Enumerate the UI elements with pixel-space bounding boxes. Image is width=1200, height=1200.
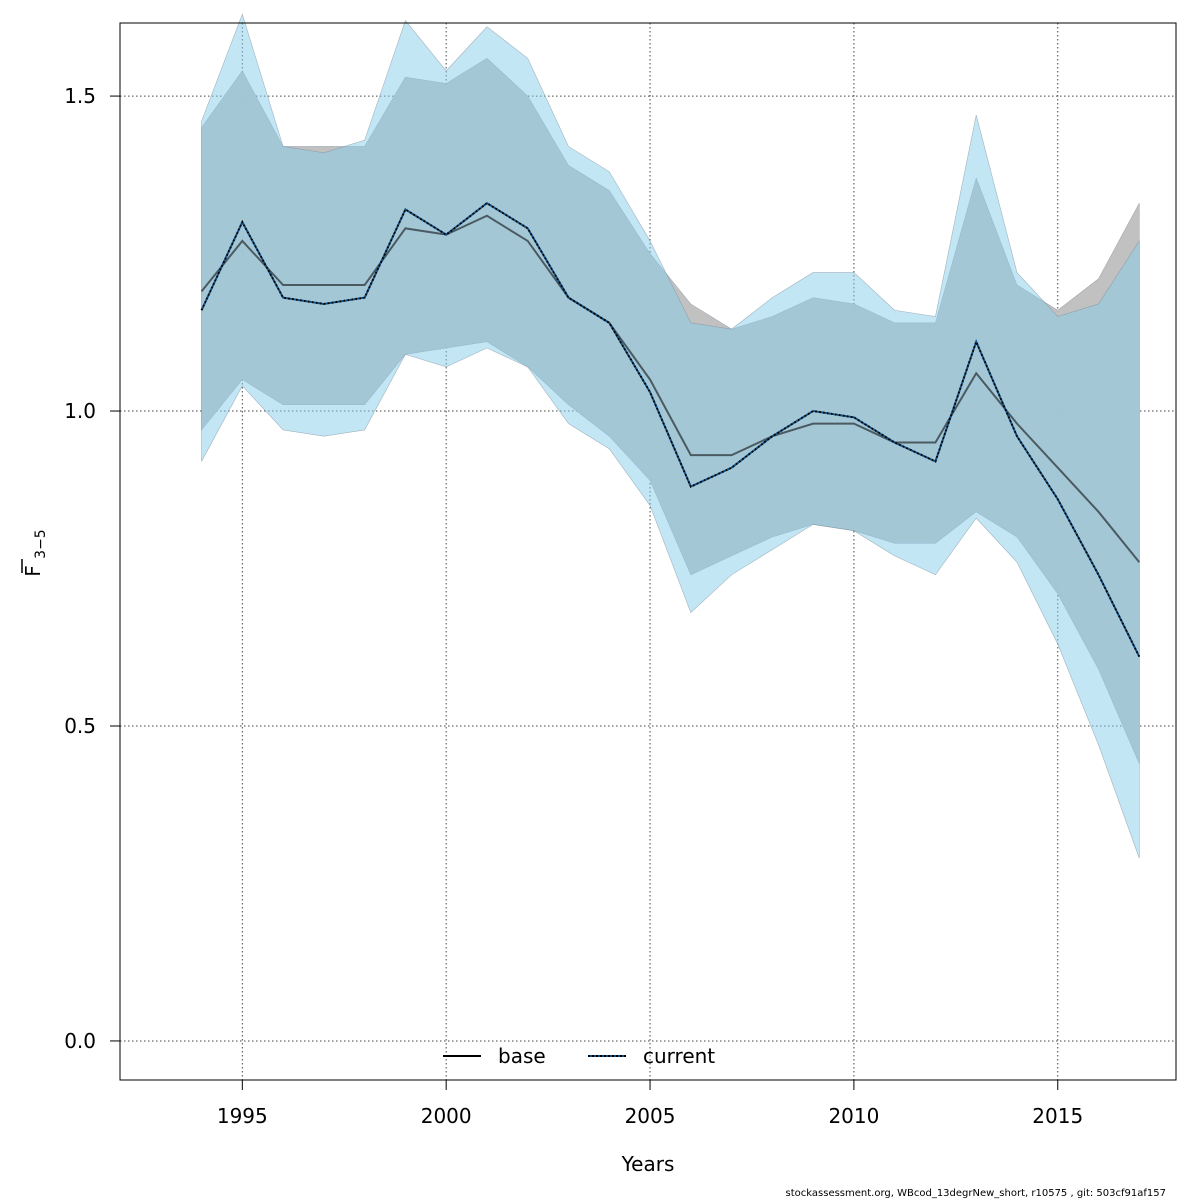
- series-line-current-alt: [200, 201, 1141, 658]
- y-tick-label-1: 0.5: [64, 714, 96, 738]
- series-lines: [200, 201, 1141, 658]
- y-tick-label-3: 1.5: [64, 84, 96, 108]
- x-axis: 1995 2000 2005 2010 2015: [217, 1080, 1083, 1128]
- footer-caption: stockassessment.org, WBcod_13degrNew_sho…: [785, 1188, 1166, 1199]
- y-tick-label-2: 1.0: [64, 399, 96, 423]
- legend-label-current: current: [643, 1044, 715, 1068]
- y-tick-label-0: 0.0: [64, 1029, 96, 1053]
- x-tick-label-2010: 2010: [828, 1104, 879, 1128]
- x-tick-label-2005: 2005: [625, 1104, 676, 1128]
- x-tick-label-2015: 2015: [1032, 1104, 1083, 1128]
- series-line-base: [200, 214, 1141, 563]
- x-axis-title: Years: [621, 1152, 675, 1176]
- band-current: [201, 13, 1140, 859]
- legend: base current: [443, 1044, 715, 1068]
- confidence-bands: [201, 13, 1140, 859]
- y-axis-title-subscript: 3−5: [33, 529, 49, 559]
- plot-frame: [119, 22, 1177, 1081]
- legend-label-base: base: [498, 1044, 546, 1068]
- y-axis: 0.0 0.5 1.0 1.5: [64, 84, 120, 1053]
- x-tick-label-1995: 1995: [217, 1104, 268, 1128]
- y-axis-title-main: F: [21, 565, 45, 577]
- y-axis-title: F 3−5: [21, 529, 49, 576]
- x-tick-label-2000: 2000: [421, 1104, 472, 1128]
